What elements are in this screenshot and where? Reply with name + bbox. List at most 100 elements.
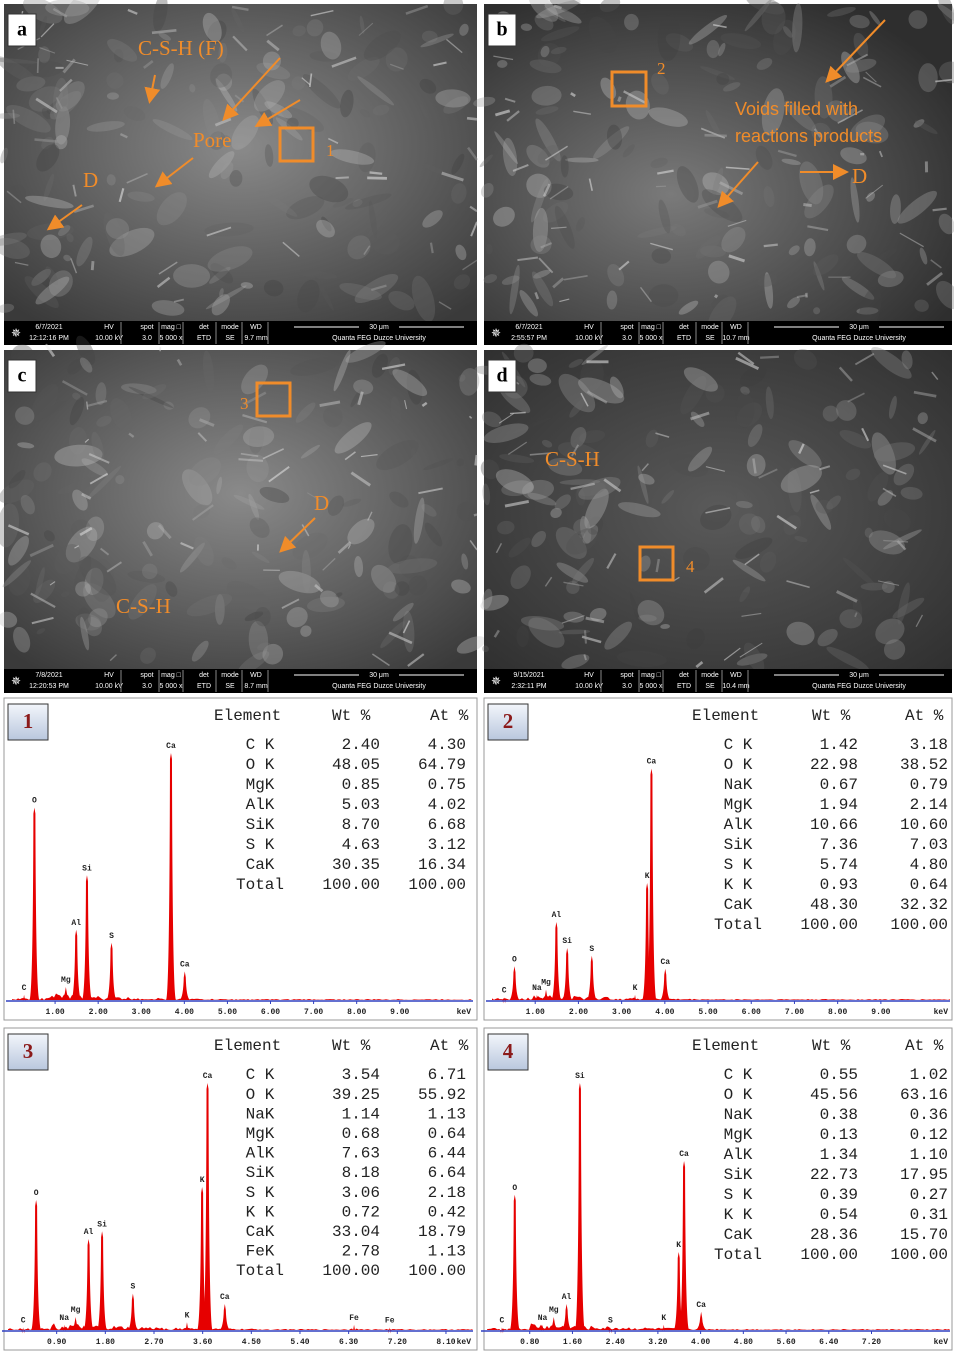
texture [246, 454, 269, 483]
peak-label: C [500, 1317, 505, 1326]
info-header: HV [584, 324, 594, 331]
texture [706, 39, 720, 59]
info-scale: 30 μm [369, 672, 389, 679]
table-element: CaK [724, 1226, 753, 1244]
texture [142, 540, 153, 557]
texture [189, 83, 196, 93]
peak [81, 875, 92, 1000]
texture [877, 270, 904, 288]
texture [399, 555, 421, 579]
texture [581, 344, 609, 366]
scale-bg [839, 323, 879, 331]
texture [389, 491, 409, 508]
texture [8, 535, 30, 566]
region-box [638, 545, 675, 582]
info-header: det [679, 672, 689, 679]
peak [537, 1324, 548, 1331]
peak-label: Ca [696, 1301, 706, 1310]
info-value: SE [705, 683, 715, 690]
texture [896, 540, 907, 551]
texture [371, 653, 390, 667]
texture [387, 558, 438, 574]
texture [163, 401, 174, 410]
texture [583, 654, 587, 661]
texture [451, 183, 467, 204]
info-header: mode [701, 324, 719, 331]
texture [115, 475, 125, 485]
info-header: det [199, 324, 209, 331]
texture [703, 577, 724, 594]
x-tick-label: 1.00 [45, 1008, 64, 1017]
peak-label: Fe [349, 1314, 359, 1323]
texture [763, 243, 778, 248]
table-wt: 0.68 [342, 1125, 380, 1143]
texture [421, 163, 448, 175]
texture [732, 559, 766, 582]
eds-frame [3, 1027, 478, 1351]
texture [836, 400, 857, 421]
eds-frame [483, 1027, 953, 1351]
table-element: S K [724, 1186, 753, 1204]
texture [760, 355, 779, 359]
texture [128, 584, 157, 620]
peak-label: Na [59, 1314, 69, 1323]
texture [54, 135, 68, 150]
texture [700, 66, 736, 80]
peak [106, 942, 117, 1000]
texture [34, 138, 59, 143]
texture [551, 226, 567, 229]
table-header: At % [905, 1037, 944, 1055]
table-at: 15.70 [900, 1226, 948, 1244]
texture [153, 0, 168, 32]
info-site: Quanta FEG Duzce University [332, 335, 426, 342]
info-value: 8.7 mm [244, 683, 268, 690]
texture [367, 211, 388, 237]
texture [367, 511, 373, 521]
info-time: 2:55:57 PM [511, 335, 547, 342]
info-site: Quanta FEG Duzce University [812, 683, 906, 690]
texture [127, 191, 155, 202]
info-header: mag □ [641, 324, 662, 331]
info-value: 10.4 mm [722, 683, 749, 690]
texture [89, 472, 109, 485]
texture [784, 100, 817, 132]
texture [482, 411, 502, 428]
info-header: det [199, 672, 209, 679]
texture [216, 476, 223, 495]
peak [496, 1327, 507, 1334]
info-header: mode [221, 324, 239, 331]
texture [727, 219, 747, 227]
texture [882, 487, 897, 498]
texture [140, 647, 156, 664]
peak-label: Na [538, 1314, 548, 1323]
info-header: mag □ [641, 672, 662, 679]
texture [849, 14, 870, 29]
texture [306, 596, 345, 613]
texture [333, 350, 351, 392]
texture [474, 454, 479, 466]
texture [493, 55, 514, 61]
texture [638, 614, 657, 622]
table-at: 100.00 [890, 916, 948, 934]
texture [744, 553, 760, 566]
table-wt: 3.06 [342, 1184, 380, 1202]
texture [897, 582, 910, 625]
info-value: ETD [677, 335, 691, 342]
arrow [717, 161, 759, 208]
texture [0, 56, 38, 84]
info-date: 9/15/2021 [513, 672, 544, 679]
region-label: 3 [240, 394, 249, 413]
peak-label: Ca [220, 1293, 230, 1302]
texture [389, 63, 404, 70]
texture [570, 92, 576, 98]
info-value: 3.0 [142, 683, 152, 690]
texture [787, 296, 800, 309]
texture [118, 188, 125, 203]
info-date: 7/8/2021 [35, 672, 62, 679]
table-wt: 0.93 [820, 876, 858, 894]
texture [537, 42, 561, 67]
texture [618, 502, 661, 518]
texture [106, 174, 116, 186]
texture [583, 630, 588, 644]
peak-label: Ca [647, 758, 657, 767]
